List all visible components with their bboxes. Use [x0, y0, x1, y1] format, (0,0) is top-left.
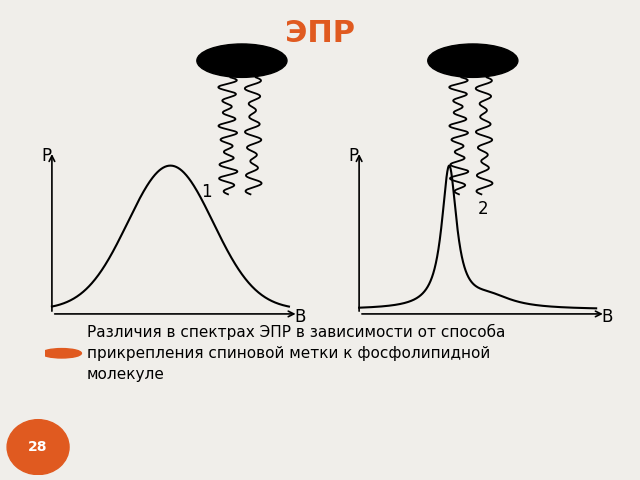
Text: B: B — [601, 308, 612, 326]
Text: 2: 2 — [477, 200, 488, 218]
Text: P: P — [348, 146, 358, 165]
Text: ЭПР: ЭПР — [285, 19, 355, 48]
Circle shape — [42, 348, 81, 358]
Text: B: B — [294, 308, 305, 326]
Text: 28: 28 — [28, 440, 48, 454]
Ellipse shape — [197, 44, 287, 77]
Text: P: P — [41, 146, 51, 165]
Text: 1: 1 — [201, 182, 212, 201]
Text: Различия в спектрах ЭПР в зависимости от способа
прикрепления спиновой метки к ф: Различия в спектрах ЭПР в зависимости от… — [87, 324, 506, 383]
Circle shape — [7, 420, 69, 475]
Ellipse shape — [428, 44, 518, 77]
